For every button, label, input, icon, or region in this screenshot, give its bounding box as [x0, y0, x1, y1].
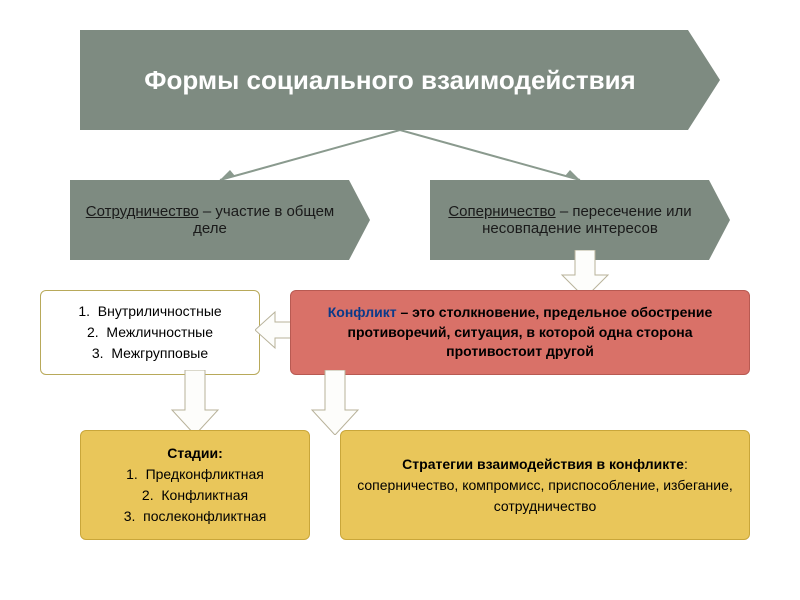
types-box: 1. Внутриличностные 2. Межличностные 3. … [40, 290, 260, 375]
stages-item-2: 2. Конфликтная [142, 485, 248, 506]
rivalry-text: Соперничество – пересечение или несовпад… [445, 203, 695, 237]
stages-item-1: 1. Предконфликтная [126, 464, 264, 485]
types-item-2: 2. Межличностные [87, 322, 213, 343]
strategies-box: Стратегии взаимодействия в конфликте: со… [340, 430, 750, 540]
cooperation-box: Сотрудничество – участие в общем деле [70, 180, 370, 260]
title-text: Формы социального взаимодействия [144, 65, 635, 96]
arrow-conflict-strategies [310, 370, 360, 435]
types-item-3: 3. Межгрупповые [92, 343, 208, 364]
conflict-keyword: Конфликт [328, 304, 397, 320]
cooperation-rest: – участие в общем деле [193, 203, 334, 237]
stages-item-3: 3. послеконфликтная [124, 506, 267, 527]
conflict-rest: – это столкновение, предельное обострени… [348, 304, 713, 359]
cooperation-text: Сотрудничество – участие в общем деле [85, 203, 335, 237]
rivalry-box: Соперничество – пересечение или несовпад… [430, 180, 730, 260]
arrow-types-stages [170, 370, 220, 435]
strategies-title: Стратегии взаимодействия в конфликте [402, 456, 684, 472]
stages-title: Стадии: [167, 443, 223, 464]
split-arrow [200, 130, 600, 180]
rivalry-keyword: Соперничество [448, 203, 555, 220]
types-item-1: 1. Внутриличностные [78, 301, 221, 322]
conflict-text: Конфликт – это столкновение, предельное … [306, 303, 734, 362]
cooperation-keyword: Сотрудничество [86, 203, 199, 220]
conflict-box: Конфликт – это столкновение, предельное … [290, 290, 750, 375]
title-box: Формы социального взаимодействия [80, 30, 720, 130]
strategies-text: Стратегии взаимодействия в конфликте: со… [356, 454, 734, 517]
stages-box: Стадии: 1. Предконфликтная 2. Конфликтна… [80, 430, 310, 540]
